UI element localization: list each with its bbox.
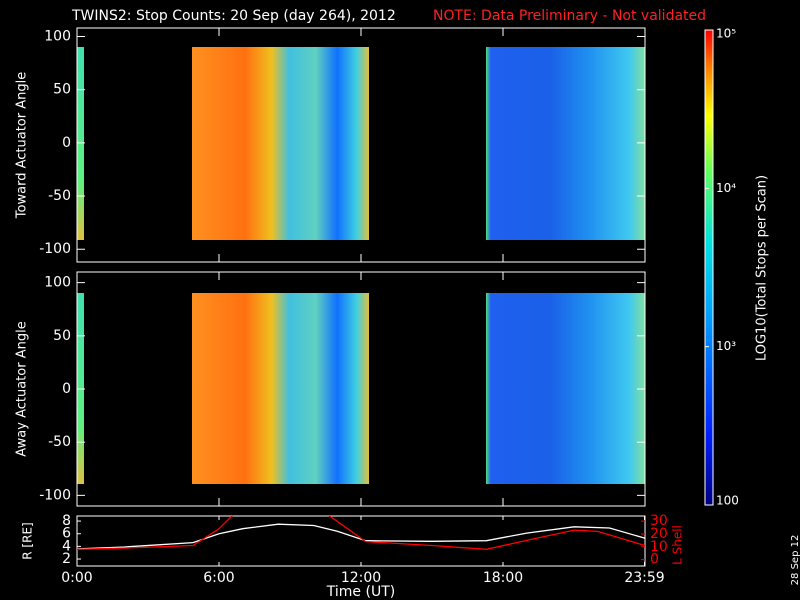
line-series — [77, 516, 645, 550]
plot-frame — [76, 515, 646, 567]
y-tick-label: -100 — [39, 241, 71, 257]
colorbar — [704, 29, 714, 506]
y2-tick-label: 10 — [650, 539, 668, 555]
y-tick-label: -100 — [39, 487, 71, 503]
note: NOTE: Data Preliminary - Not validated — [433, 8, 706, 24]
x-tick-label: 6:00 — [203, 570, 234, 586]
x-tick-label: 23:59 — [624, 570, 664, 586]
date-stamp: 28 Sep 12 — [790, 535, 800, 586]
y-axis-label: R [RE] — [21, 522, 35, 559]
y-tick-label: 50 — [53, 328, 71, 344]
y-tick-label: 50 — [53, 82, 71, 98]
y2-tick-label: 20 — [650, 526, 668, 542]
colorbar-tick-label: 100 — [716, 494, 739, 508]
colorbar-tick-label: 10⁵ — [716, 27, 736, 41]
colorbar-label: LOG10(Total Stops per Scan) — [755, 175, 770, 361]
y-tick-label: 0 — [62, 381, 71, 397]
x-tick-label: 18:00 — [483, 570, 523, 586]
x-tick-label: 12:00 — [341, 570, 381, 586]
y-tick-label: 100 — [44, 275, 71, 291]
spectrogram-top — [77, 47, 645, 240]
y-tick-label: 100 — [44, 29, 71, 45]
title: TWINS2: Stop Counts: 20 Sep (day 264), 2… — [71, 8, 396, 24]
colorbar-tick-label: 10⁴ — [716, 181, 736, 195]
x-tick-label: 0:00 — [61, 570, 92, 586]
x-axis-label: Time (UT) — [326, 584, 395, 600]
y2-axis-label: L Shell — [671, 525, 685, 565]
y-axis-label: Away Actuator Angle — [15, 321, 30, 456]
y-axis-label: Toward Actuator Angle — [15, 72, 30, 219]
line-series — [77, 523, 645, 550]
spectrogram-bottom — [77, 293, 645, 484]
colorbar-tick-label: 10³ — [716, 339, 736, 353]
y-tick-label: 4 — [62, 538, 71, 554]
y-tick-label: 6 — [62, 526, 71, 542]
y-tick-label: -50 — [48, 188, 71, 204]
y-tick-label: 2 — [62, 551, 71, 567]
y2-tick-label: 0 — [650, 552, 659, 568]
y-tick-label: -50 — [48, 434, 71, 450]
y-tick-label: 8 — [62, 513, 71, 529]
y2-tick-label: 30 — [650, 513, 668, 529]
y-tick-label: 0 — [62, 135, 71, 151]
